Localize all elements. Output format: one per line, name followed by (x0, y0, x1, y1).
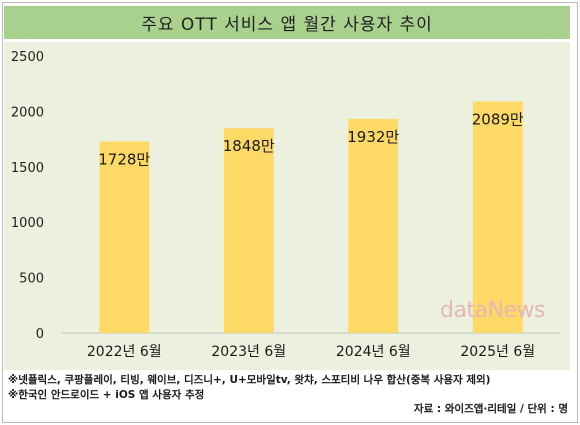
source-note: 자료 : 와이즈앱·리테일 / 단위 : 명 (413, 403, 568, 415)
x-tick-label: 2022년 6월 (87, 344, 162, 360)
footnotes: ※넷플릭스, 쿠팡플레이, 티빙, 웨이브, 디즈니+, U+모바일tv, 왓챠… (8, 373, 491, 402)
bar (99, 141, 150, 333)
y-tick-label: 2000 (11, 105, 44, 120)
y-tick-label: 1500 (11, 161, 44, 176)
title-bar: 주요 OTT 서비스 앱 월간 사용자 추이 (4, 6, 570, 39)
y-tick-label: 500 (19, 272, 44, 287)
bar-value-label: 1932만 (347, 128, 399, 146)
footnote-2: ※한국인 안드로이드 + iOS 앱 사용자 추정 (8, 388, 205, 401)
x-tick-label: 2023년 6월 (211, 344, 286, 360)
chart-title: 주요 OTT 서비스 앱 월간 사용자 추이 (141, 15, 433, 35)
x-tick-label: 2024년 6월 (336, 344, 411, 360)
watermark: dataNews (440, 298, 546, 323)
footnote-1: ※넷플릭스, 쿠팡플레이, 티빙, 웨이브, 디즈니+, U+모바일tv, 왓챠… (8, 374, 491, 386)
bar (348, 118, 399, 333)
bar-value-label: 1848만 (223, 137, 275, 155)
y-tick-label: 1000 (11, 216, 44, 231)
y-tick-label: 2500 (11, 50, 44, 65)
y-tick-label: 0 (36, 327, 44, 342)
x-tick-label: 2025년 6월 (460, 344, 535, 360)
bar-value-label: 1728만 (98, 151, 150, 169)
bar (223, 128, 274, 333)
bar-value-label: 2089만 (472, 111, 524, 129)
bar (472, 101, 523, 333)
